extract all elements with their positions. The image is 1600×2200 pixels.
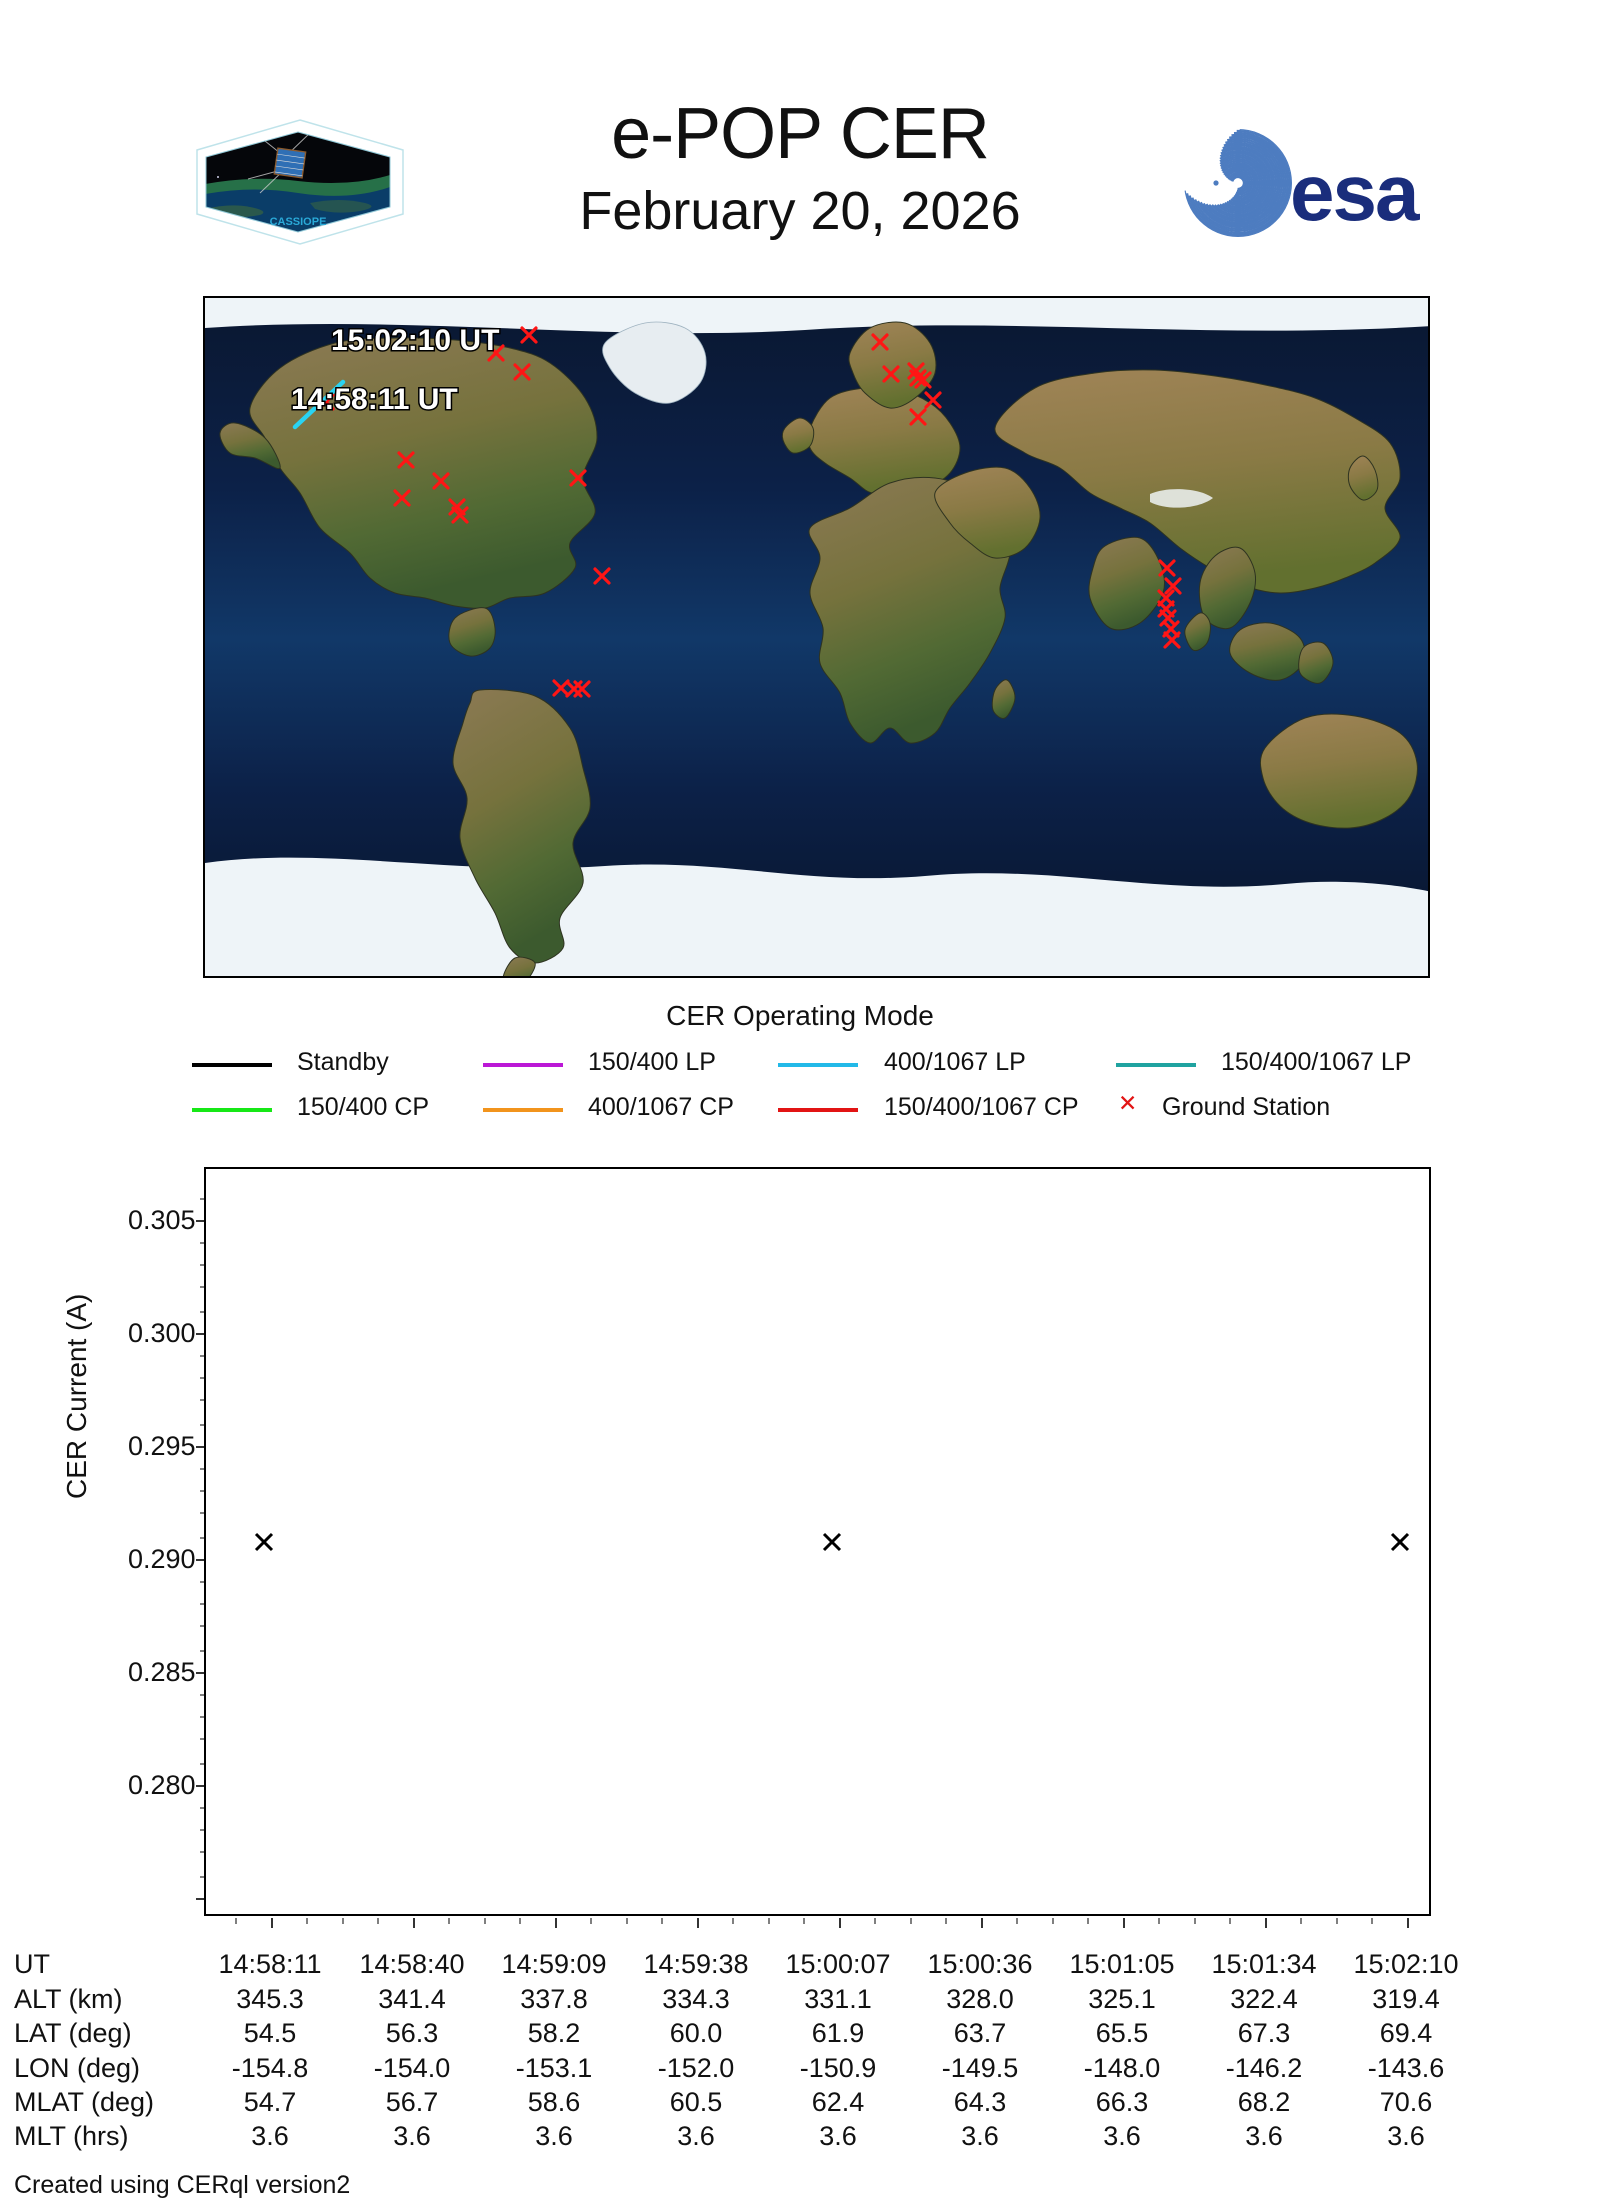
- svg-text:15:02:10 UT: 15:02:10 UT: [331, 324, 499, 357]
- svg-text:14:58:11 UT: 14:58:11 UT: [291, 383, 458, 416]
- svg-text:esa: esa: [1290, 148, 1420, 237]
